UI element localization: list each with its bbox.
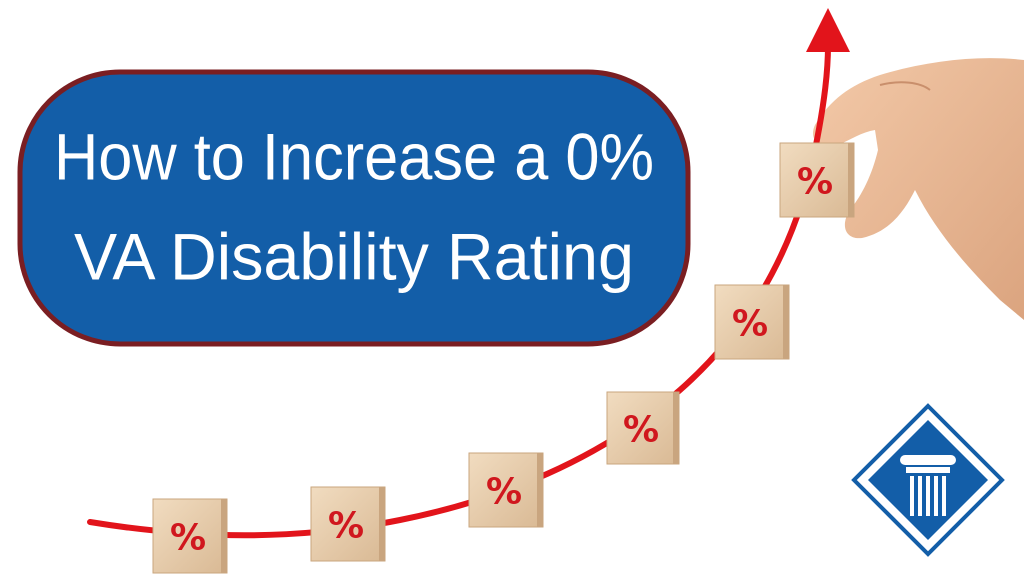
logo <box>851 403 1005 557</box>
block-face <box>310 486 386 562</box>
block: % <box>714 284 790 360</box>
title-box <box>17 69 691 347</box>
block-side <box>848 143 854 217</box>
block: % <box>310 486 386 562</box>
title-line: VA Disability Rating <box>74 219 634 293</box>
block-side <box>783 285 789 359</box>
block: % <box>152 498 228 574</box>
block-label: % <box>732 304 768 345</box>
block-side <box>379 487 385 561</box>
block-face <box>606 391 680 465</box>
block-label: % <box>170 518 206 559</box>
hand <box>812 58 1024 320</box>
block-face <box>468 452 544 528</box>
block: % <box>779 142 855 218</box>
title-line: How to Increase a 0% <box>54 119 654 193</box>
block-label: % <box>623 410 659 451</box>
hand-crease <box>879 81 931 91</box>
block-label: % <box>328 506 364 547</box>
block-side <box>537 453 543 527</box>
block-label: % <box>486 472 522 513</box>
arrow-head <box>806 8 850 52</box>
block-label: % <box>797 162 833 203</box>
block-face <box>714 284 790 360</box>
blocks: %%%%%% <box>152 142 855 574</box>
block: % <box>606 391 680 465</box>
block-face <box>152 498 228 574</box>
block: % <box>468 452 544 528</box>
block-side <box>673 392 679 464</box>
block-side <box>221 499 227 573</box>
block-face <box>779 142 855 218</box>
